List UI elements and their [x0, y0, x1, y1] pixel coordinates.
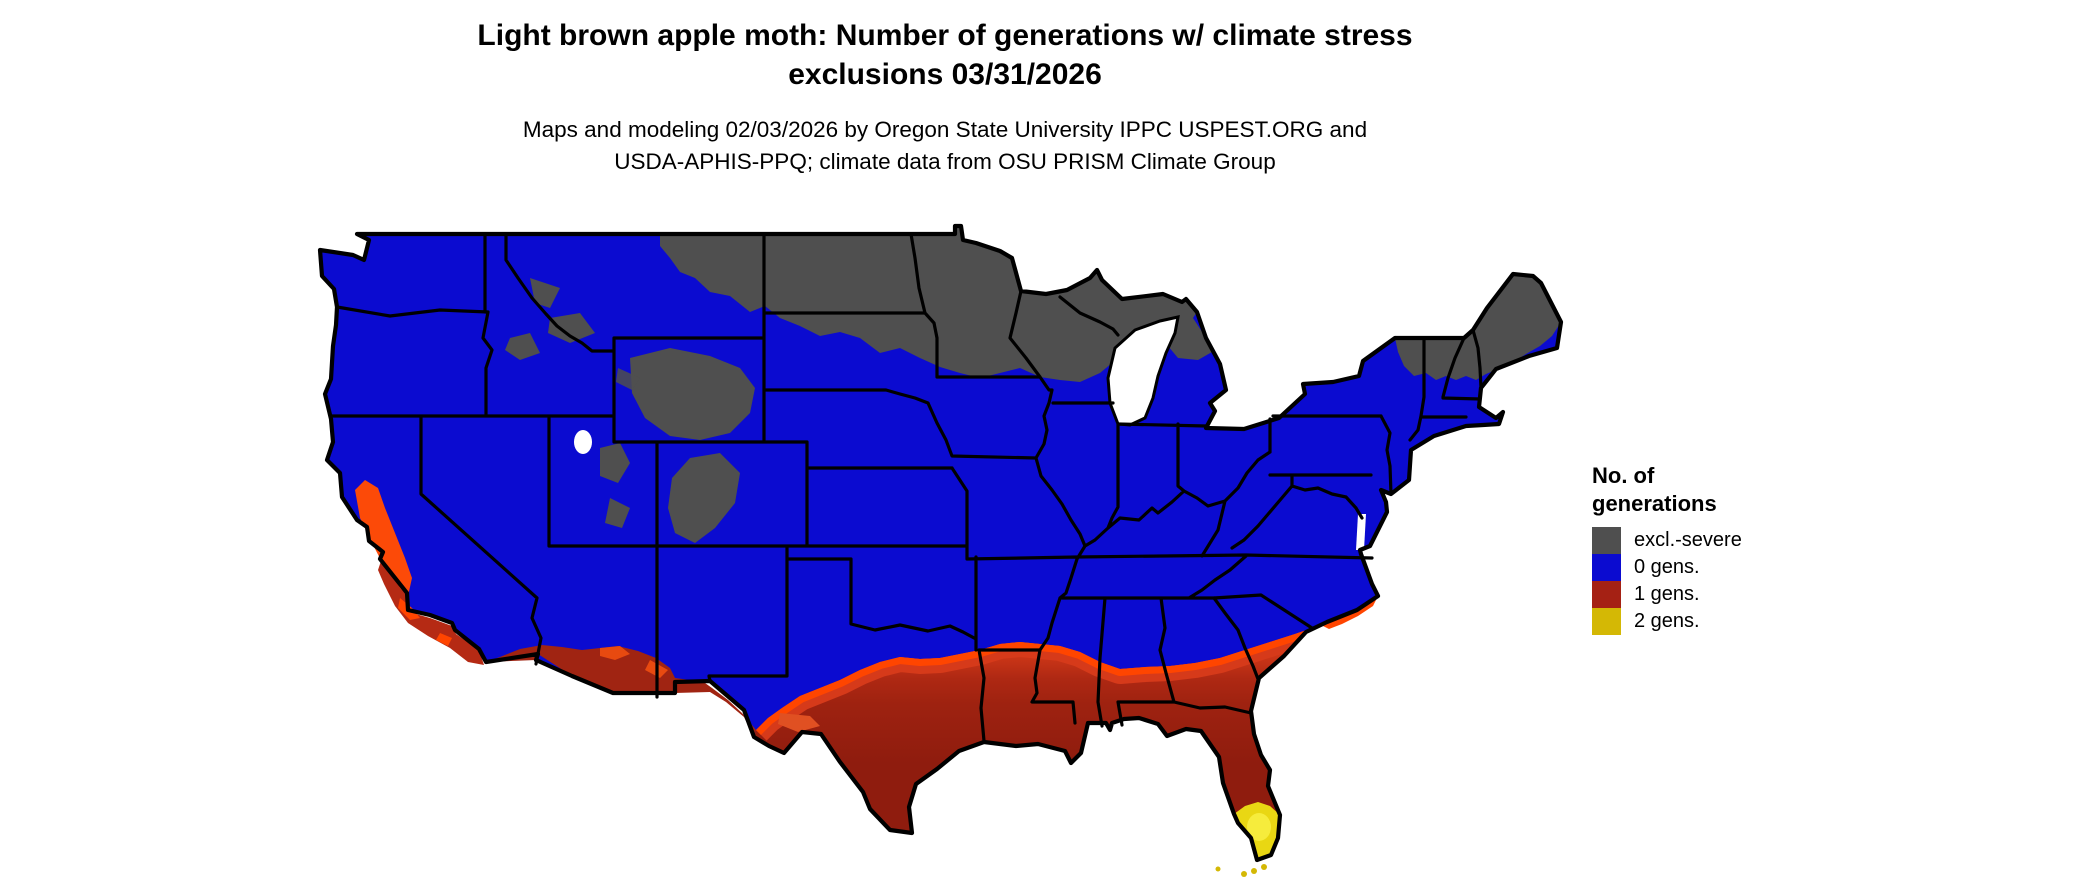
1-gens-swatch: [1592, 581, 1621, 608]
legend-item-0-gens: 0 gens.: [1592, 554, 1852, 581]
region-2-gens-bright: [1247, 813, 1271, 841]
region-excl-severe-north: [660, 226, 1212, 382]
region-sw-red: [486, 645, 675, 693]
region-ca-coast-red: [378, 561, 484, 665]
excl-severe-swatch: [1592, 527, 1621, 554]
2-gens-label: 2 gens.: [1634, 610, 1700, 632]
region-1-gens-orange-fringe: [754, 625, 1321, 741]
region-excl-severe-rockies: [505, 278, 755, 543]
page-title: Light brown apple moth: Number of genera…: [0, 16, 1890, 94]
region-ca-coast-orange-patch2: [436, 633, 452, 646]
legend-item-2-gens: 2 gens.: [1592, 608, 1852, 635]
region-ca-valley-orange: [355, 480, 412, 596]
state-borders: [329, 232, 1483, 743]
us-generations-map: [300, 218, 1580, 882]
0-gens-swatch: [1592, 554, 1621, 581]
region-florida-keys: [1215, 864, 1267, 877]
0-gens-label: 0 gens.: [1634, 556, 1700, 578]
excl-severe-label: excl.-severe: [1634, 529, 1742, 551]
title-line-1: Light brown apple moth: Number of genera…: [477, 19, 1413, 52]
2-gens-swatch: [1592, 608, 1621, 635]
chesapeake-bay: [1356, 514, 1366, 550]
region-sw-red-connector: [675, 678, 756, 737]
legend-title: No. of generations: [1592, 463, 1717, 516]
subtitle-line-1: Maps and modeling 02/03/2026 by Oregon S…: [522, 117, 1368, 142]
subtitle-line-2: USDA-APHIS-PPQ; climate data from OSU PR…: [614, 149, 1276, 174]
legend-item-1-gens: 1 gens.: [1592, 581, 1852, 608]
legend-items: excl.-severe 0 gens. 1 gens. 2 gens.: [1592, 527, 1852, 635]
region-az-orange-patch: [600, 646, 630, 660]
region-excl-severe-northeast: [1395, 274, 1561, 380]
lake-michigan: [1106, 315, 1180, 427]
legend-item-excl-severe: excl.-severe: [1592, 527, 1852, 554]
country-outline: [317, 223, 1564, 863]
legend: No. of generations excl.-severe 0 gens. …: [1592, 462, 1852, 635]
great-salt-lake: [574, 430, 592, 454]
page-subtitle: Maps and modeling 02/03/2026 by Oregon S…: [0, 114, 1890, 178]
map-svg: [317, 223, 1564, 877]
title-line-2: exclusions 03/31/2026: [788, 58, 1102, 91]
1-gens-label: 1 gens.: [1634, 583, 1700, 605]
